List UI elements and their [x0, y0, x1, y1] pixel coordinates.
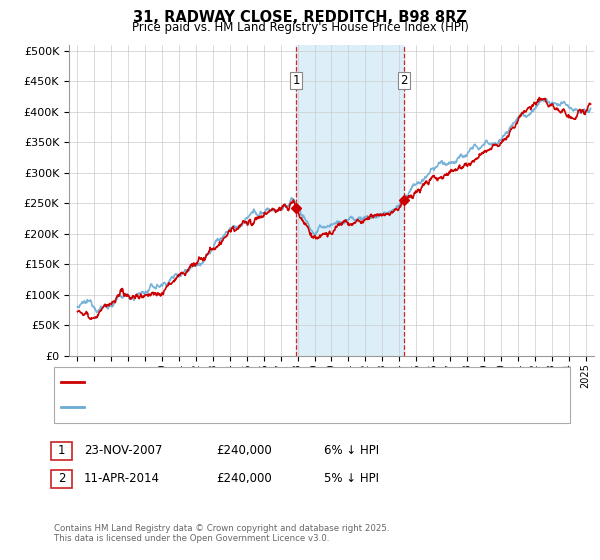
Text: 31, RADWAY CLOSE, REDDITCH, B98 8RZ (detached house): 31, RADWAY CLOSE, REDDITCH, B98 8RZ (det…	[90, 377, 397, 388]
Text: 6% ↓ HPI: 6% ↓ HPI	[324, 444, 379, 458]
Text: 31, RADWAY CLOSE, REDDITCH, B98 8RZ: 31, RADWAY CLOSE, REDDITCH, B98 8RZ	[133, 10, 467, 25]
Text: 5% ↓ HPI: 5% ↓ HPI	[324, 472, 379, 486]
Text: 1: 1	[292, 74, 299, 87]
Text: 2: 2	[400, 74, 407, 87]
Bar	[296, 45, 404, 356]
Text: HPI: Average price, detached house, Redditch: HPI: Average price, detached house, Redd…	[90, 402, 329, 412]
Text: 23-NOV-2007: 23-NOV-2007	[84, 444, 163, 458]
Text: 11-APR-2014: 11-APR-2014	[84, 472, 160, 486]
Text: £240,000: £240,000	[216, 444, 272, 458]
Text: £240,000: £240,000	[216, 472, 272, 486]
Text: 1: 1	[58, 444, 65, 458]
Text: 2: 2	[58, 472, 65, 486]
Text: Price paid vs. HM Land Registry's House Price Index (HPI): Price paid vs. HM Land Registry's House …	[131, 21, 469, 34]
Text: Contains HM Land Registry data © Crown copyright and database right 2025.
This d: Contains HM Land Registry data © Crown c…	[54, 524, 389, 543]
